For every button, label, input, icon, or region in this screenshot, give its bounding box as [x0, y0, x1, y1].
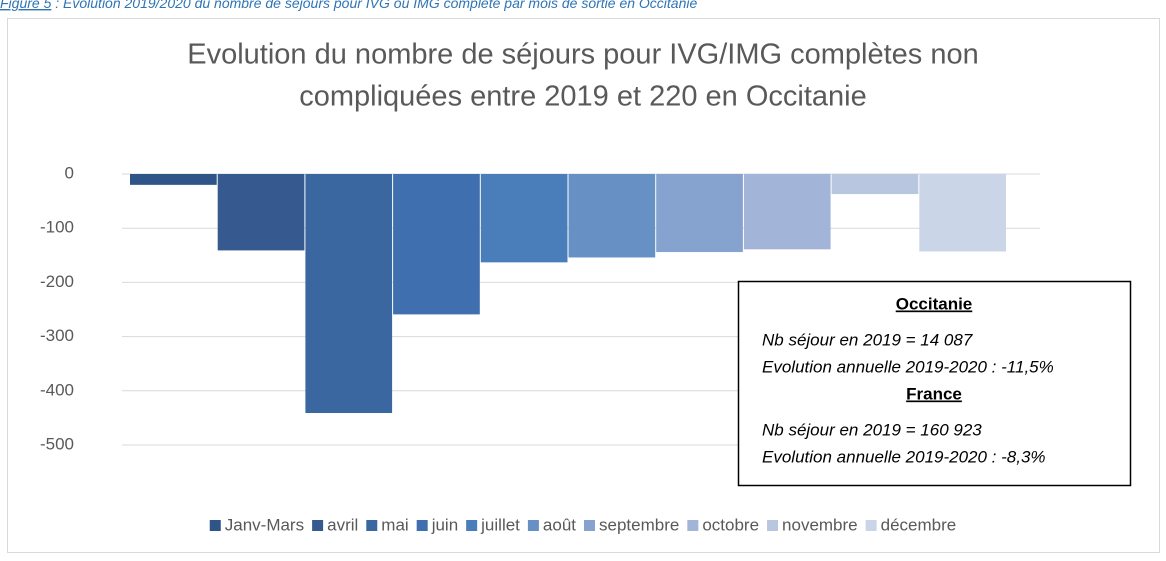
legend-item: octobre	[687, 515, 759, 534]
annotation-line: Nb séjour en 2019 = 14 087	[762, 330, 973, 349]
bar	[130, 174, 217, 185]
legend-swatch	[865, 520, 877, 531]
chart-border	[7, 18, 1160, 553]
legend-swatch	[687, 520, 699, 531]
bar	[568, 174, 656, 258]
legend-label: septembre	[599, 515, 679, 534]
legend-item: Janv-Mars	[209, 515, 304, 534]
bar	[656, 174, 743, 253]
bars	[130, 174, 1006, 414]
bar	[480, 174, 568, 263]
legend-item: avril	[312, 515, 358, 534]
legend-swatch	[466, 520, 478, 531]
legend-label: juillet	[480, 515, 520, 534]
y-tick-label: -300	[40, 326, 74, 345]
annotation-heading: Occitanie	[896, 294, 973, 313]
legend-label: juin	[431, 515, 458, 534]
legend-label: décembre	[881, 515, 957, 534]
y-tick-label: -100	[40, 218, 74, 237]
legend-swatch	[527, 520, 539, 531]
legend-item: mai	[366, 515, 409, 534]
bar	[305, 174, 393, 414]
y-tick-label: -400	[40, 380, 74, 399]
annotation-heading: France	[906, 384, 962, 403]
legend-item: décembre	[865, 515, 957, 534]
bar	[393, 174, 480, 315]
annotation-line: Evolution annuelle 2019-2020 : -8,3%	[762, 447, 1046, 466]
legend-label: novembre	[782, 515, 858, 534]
legend-swatch	[767, 520, 779, 531]
annotation: Occitanie Nb séjour en 2019 = 14 087 Evolu…	[762, 294, 1054, 466]
legend-item: septembre	[584, 515, 679, 534]
legend: Janv-Mars avril mai juin juillet août septembr…	[209, 515, 957, 534]
chart-title: Evolution du nombre de séjours pour IVG/…	[187, 39, 978, 71]
legend-swatch	[584, 520, 595, 531]
y-tick-label: 0	[65, 163, 74, 182]
y-tick-label: -500	[40, 434, 74, 453]
legend-label: août	[543, 515, 576, 534]
caption-label: Figure 5	[0, 0, 52, 11]
caption-text: : Evolution 2019/2020 du nombre de séjou…	[51, 0, 697, 11]
legend-item: juin	[416, 515, 458, 534]
bar	[743, 174, 831, 250]
legend-item: juillet	[466, 515, 520, 534]
annotation-line: Nb séjour en 2019 = 160 923	[762, 420, 982, 439]
legend-label: Janv-Mars	[225, 515, 304, 534]
y-tick-label: -200	[40, 272, 74, 291]
annotation-box	[737, 280, 1132, 487]
legend-item: novembre	[767, 515, 858, 534]
legend-swatch	[416, 520, 428, 531]
legend-label: avril	[327, 515, 358, 534]
legend-label: mai	[381, 515, 408, 534]
legend-item: août	[527, 515, 576, 534]
legend-label: octobre	[702, 515, 759, 534]
bar	[217, 174, 305, 251]
legend-swatch	[366, 520, 378, 531]
bar	[831, 174, 919, 195]
chart-title: compliquées entre 2019 et 220 en Occitan…	[299, 81, 866, 113]
bar	[919, 174, 1006, 252]
legend-swatch	[209, 520, 221, 531]
legend-swatch	[312, 520, 324, 531]
annotation-line: Evolution annuelle 2019-2020 : -11,5%	[762, 357, 1054, 376]
caption: Figure 5 : Evolution 2019/2020 du nombre…	[0, 0, 697, 11]
